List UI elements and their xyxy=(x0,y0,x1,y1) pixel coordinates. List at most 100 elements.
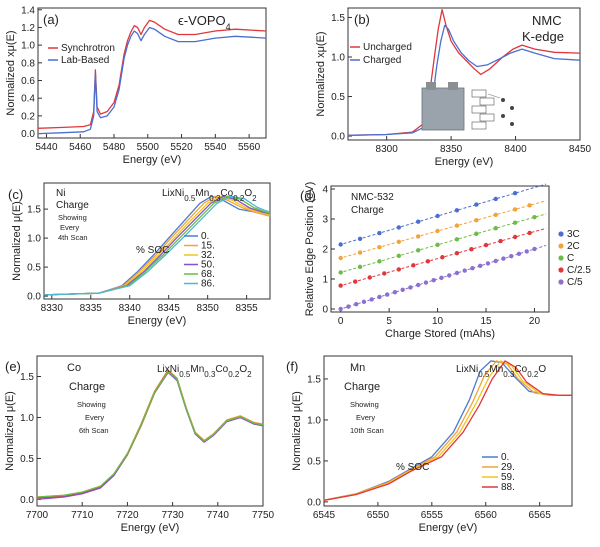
note-element: Co xyxy=(67,362,81,374)
data-point-C/2.5 xyxy=(454,251,460,256)
lattice-atom xyxy=(501,98,505,102)
data-point-C/5 xyxy=(400,287,405,292)
data-point-C/5 xyxy=(509,254,514,259)
y-axis-label: Relative Edge Position (eV) xyxy=(304,182,316,317)
note-line: 6th Scan xyxy=(79,426,109,435)
lattice-atom xyxy=(501,114,505,118)
y-tick-label: 4 xyxy=(322,185,328,196)
data-point-C xyxy=(416,248,421,253)
panel-d: 0 5 10 15 20 0 1 2 3 4 Charge Stored (mAhs) Relativ… xyxy=(300,182,591,340)
data-point-2C xyxy=(416,234,421,239)
data-point-C xyxy=(532,215,537,220)
data-point-3C xyxy=(377,230,382,236)
y-tick-label: 0.0 xyxy=(21,129,35,140)
x-tick-label: 8340 xyxy=(119,303,142,314)
data-point-C xyxy=(377,259,382,264)
x-axis-label: Energy (eV) xyxy=(435,156,494,168)
lattice-cell xyxy=(471,121,487,130)
data-point-C/2.5 xyxy=(483,242,489,248)
series-line-59. xyxy=(323,360,572,501)
x-tick-label: 10 xyxy=(432,316,444,327)
data-point-C/2.5 xyxy=(367,275,372,280)
data-point-C/5 xyxy=(353,302,359,307)
x-tick-label: 5460 xyxy=(69,142,92,153)
x-tick-label: 5560 xyxy=(238,142,261,153)
data-point-C/2.5 xyxy=(469,246,474,252)
note-line: 10th Scan xyxy=(350,426,384,435)
legend-label: C/5 xyxy=(567,277,583,288)
x-axis-label: Energy (eV) xyxy=(123,154,182,166)
y-tick-label: 1.0 xyxy=(21,41,35,52)
x-tick-label: 5 xyxy=(386,316,392,327)
x-tick-label: 20 xyxy=(529,316,541,327)
lattice-cell xyxy=(471,105,487,114)
series-line-Lab-Based xyxy=(37,26,267,135)
data-point-C/2.5 xyxy=(353,279,358,284)
data-point-3C xyxy=(493,196,498,202)
fit-line-2C xyxy=(338,200,547,260)
plot-frame xyxy=(323,355,573,507)
data-point-C/2.5 xyxy=(527,230,532,236)
lattice-cell xyxy=(479,113,495,122)
panel-f: 6545 6550 6555 6560 6565 0.0 0.5 1.0 1.5 Energy (… xyxy=(286,355,573,534)
data-point-C/5 xyxy=(478,263,483,268)
y-tick-label: 2 xyxy=(322,245,328,256)
note-mode: Charge xyxy=(344,381,380,393)
cell-tab xyxy=(448,82,458,90)
data-point-2C xyxy=(338,255,343,261)
series-line-88. xyxy=(323,360,572,501)
panel-title: NMC xyxy=(532,13,562,28)
data-point-C xyxy=(357,264,363,270)
data-point-C xyxy=(338,270,343,275)
data-point-2C xyxy=(454,223,460,228)
y-tick-label: 0.8 xyxy=(21,58,35,69)
y-tick-label: 1 xyxy=(322,275,328,286)
legend-label: 88. xyxy=(501,482,515,493)
data-point-C/2.5 xyxy=(440,255,445,260)
x-tick-label: 8400 xyxy=(504,144,527,155)
y-tick-label: 0.5 xyxy=(20,454,34,465)
y-tick-label: 1.4 xyxy=(21,5,35,16)
panel-a: 5440 5460 5480 5500 5520 5540 5560 0.0 0.2 0.4 0.6… xyxy=(5,5,267,166)
y-tick-label: 0.0 xyxy=(20,495,34,506)
y-tick-label: 1.0 xyxy=(20,413,34,424)
data-point-3C xyxy=(512,191,518,196)
data-point-2C xyxy=(435,228,440,234)
y-axis-label: Normalized xμ(E) xyxy=(315,31,327,116)
legend-marker xyxy=(558,267,564,273)
data-point-2C xyxy=(493,212,498,217)
x-tick-label: 5480 xyxy=(103,142,126,153)
fit-line-C xyxy=(338,213,547,274)
y-tick-label: 3 xyxy=(322,215,328,226)
legend-label: 86. xyxy=(201,279,215,290)
legend-label: Uncharged xyxy=(363,42,412,53)
x-tick-label: 7730 xyxy=(161,510,184,521)
data-point-2C xyxy=(396,239,402,244)
data-point-C/5 xyxy=(532,246,537,252)
title-part: O xyxy=(239,364,247,375)
y-tick-label: 0 xyxy=(322,305,328,316)
legend-label: 29. xyxy=(501,462,515,473)
data-point-2C xyxy=(377,245,382,250)
data-point-C/2.5 xyxy=(382,271,387,276)
data-point-C/5 xyxy=(384,292,390,297)
data-point-3C xyxy=(454,208,460,213)
x-tick-label: 8330 xyxy=(41,303,64,314)
plot-frame xyxy=(37,7,267,139)
legend-label: 68. xyxy=(201,269,215,280)
panel-tag: (d) xyxy=(300,188,316,203)
pouch-cell-image xyxy=(421,87,465,131)
data-point-C xyxy=(512,220,518,225)
series-line-29. xyxy=(323,360,572,501)
title-part: O xyxy=(538,364,546,375)
lattice-cell xyxy=(479,97,495,106)
lattice-cell xyxy=(471,89,487,98)
legend-label: Synchrotron xyxy=(61,43,115,54)
x-axis-label: Energy (eV) xyxy=(419,522,478,534)
inset-illustration xyxy=(421,82,514,131)
note-mode: Charge xyxy=(69,381,105,393)
legend-label: 3C xyxy=(567,229,580,240)
data-point-C xyxy=(493,226,498,231)
legend-label: C/2.5 xyxy=(567,265,591,276)
